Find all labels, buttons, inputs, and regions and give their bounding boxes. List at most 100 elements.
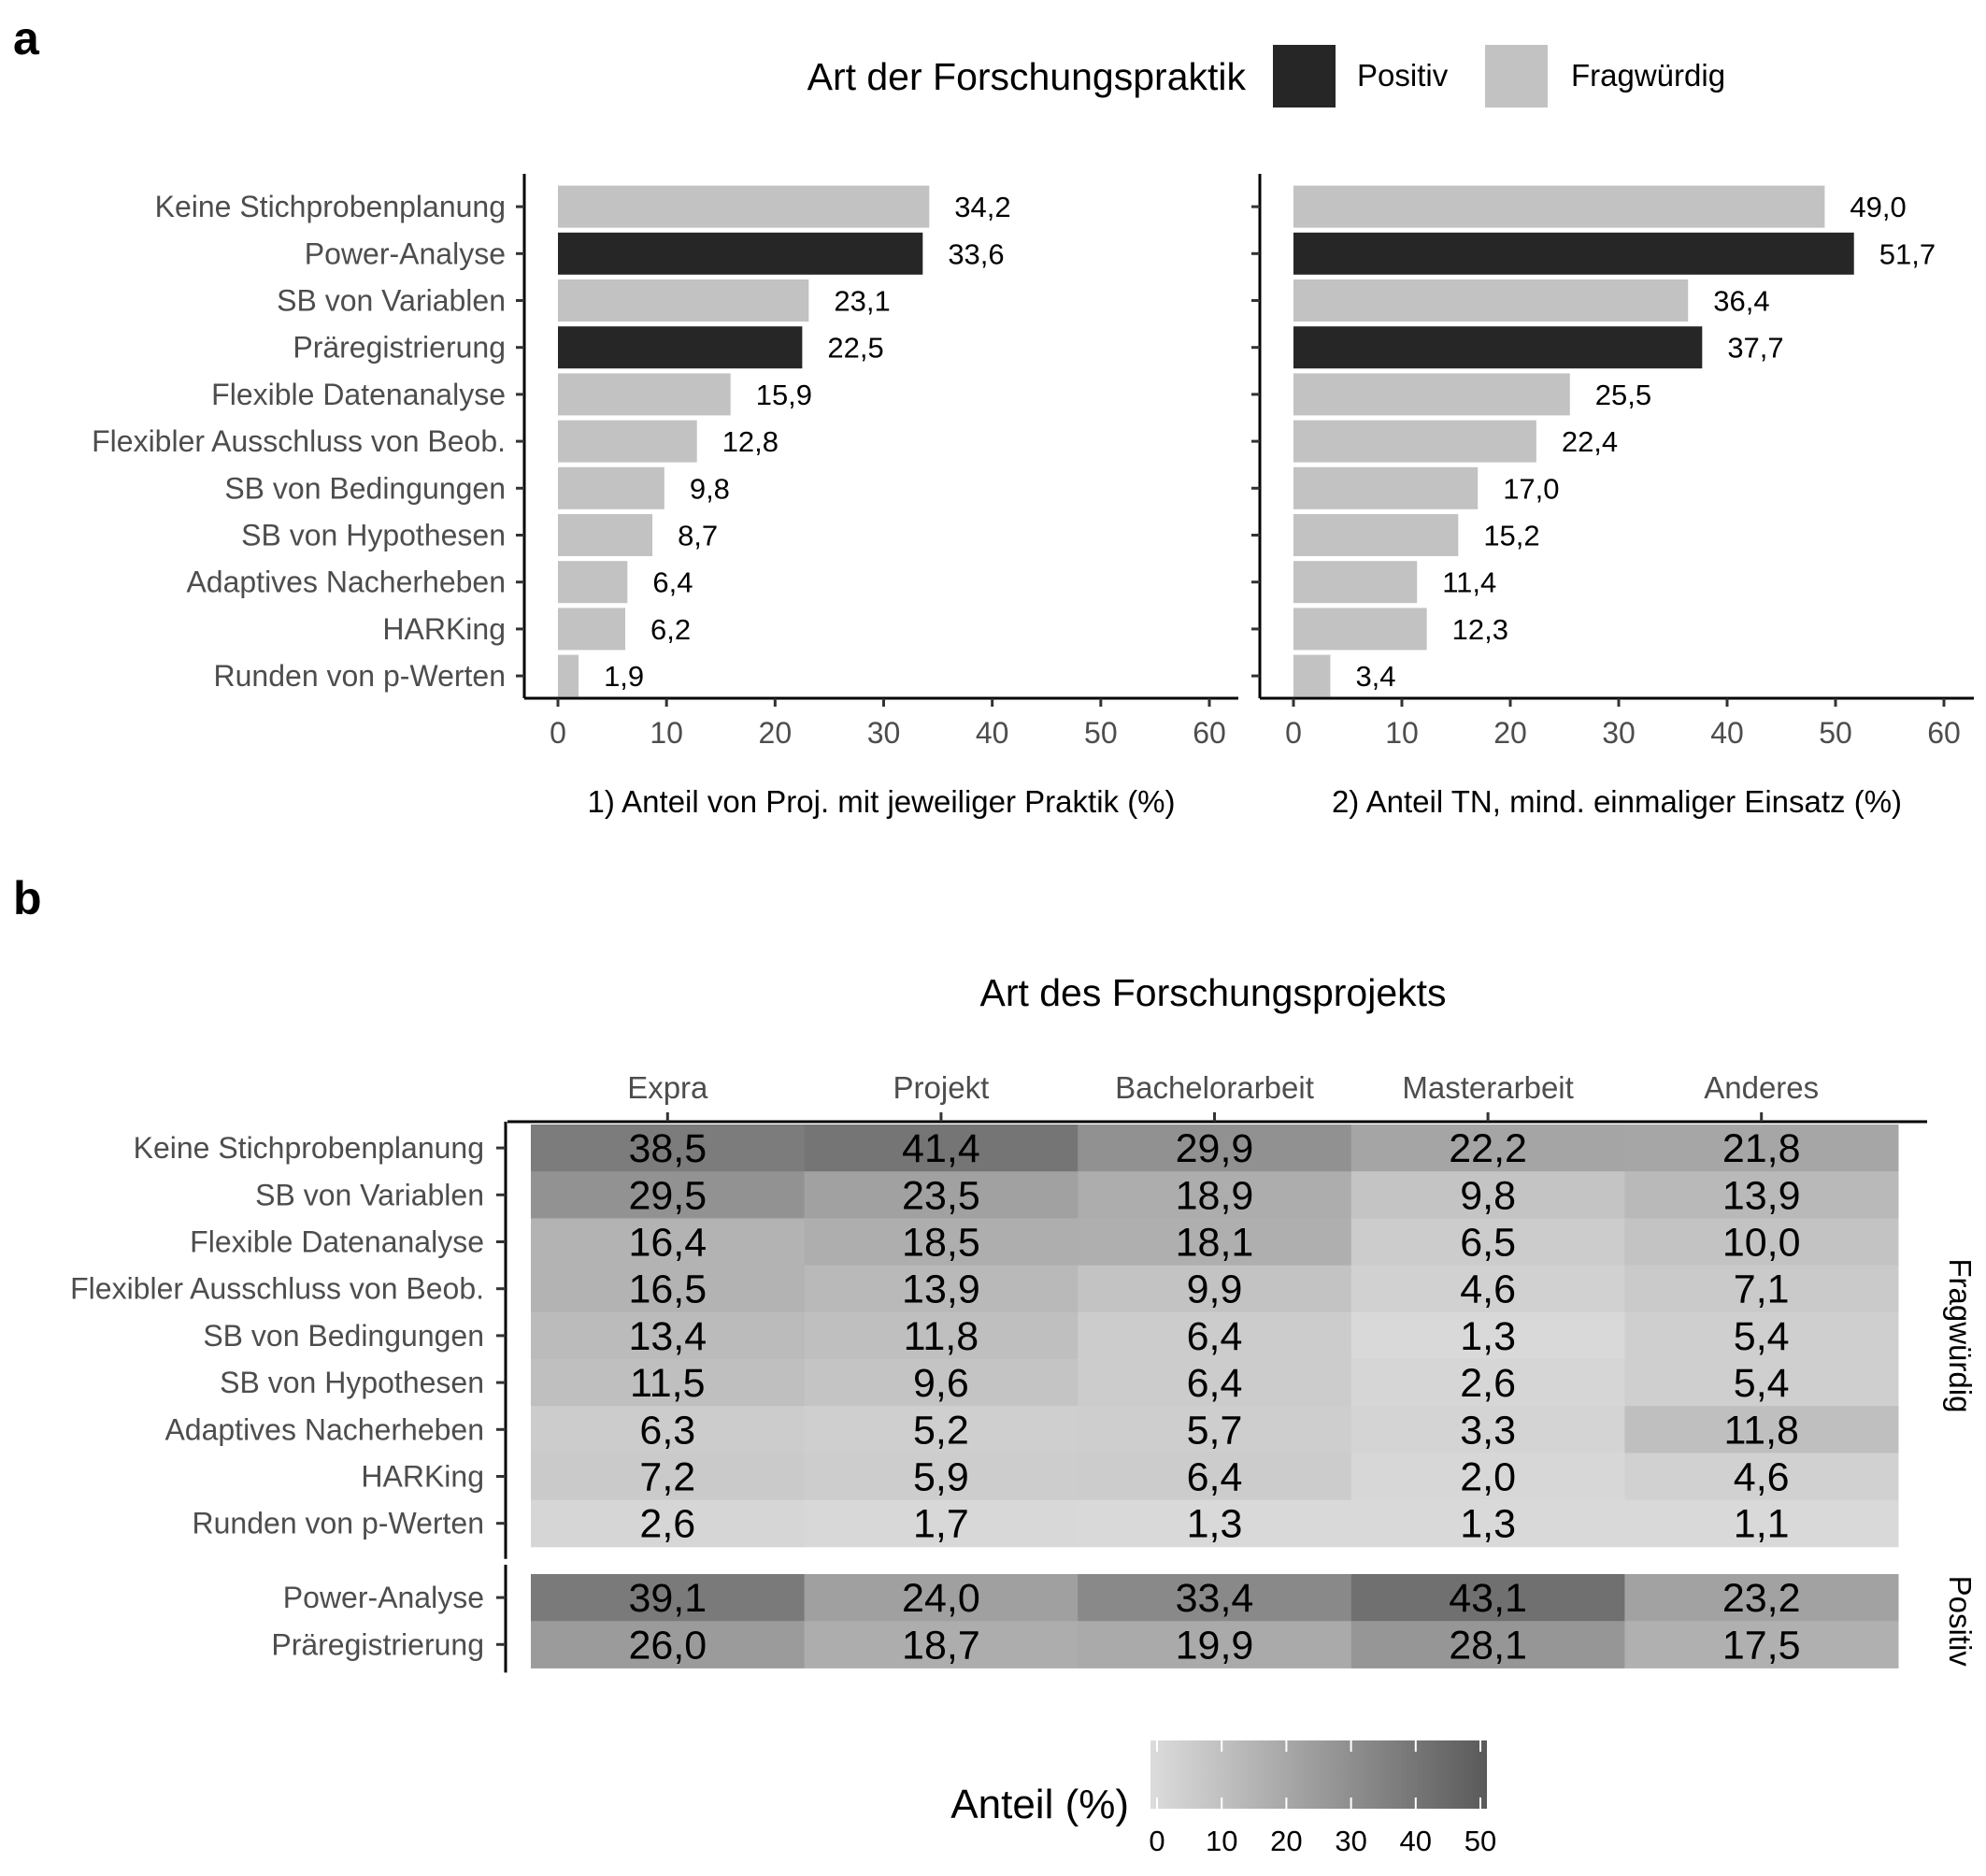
heatmap-cell-label: 13,4 xyxy=(628,1314,707,1359)
heatmap-cell xyxy=(1350,1171,1625,1219)
heatmap-cell-label: 1,3 xyxy=(1187,1502,1243,1547)
heatmap-cell xyxy=(531,1124,806,1172)
x-tick-label: 40 xyxy=(976,716,1009,750)
heatmap-cell-label: 5,4 xyxy=(1734,1314,1790,1359)
category-label: SB von Hypothesen xyxy=(241,519,506,552)
category-label: SB von Variablen xyxy=(277,284,506,318)
bar-value-label: 6,2 xyxy=(650,613,691,646)
heatmap-cell-label: 13,9 xyxy=(902,1267,980,1312)
heatmap-cell xyxy=(1350,1124,1625,1172)
heatmap-cell xyxy=(804,1218,1079,1267)
legend-label-positive: Positiv xyxy=(1357,58,1449,93)
heatmap-cell xyxy=(1350,1621,1625,1668)
category-label: Flexibler Ausschluss von Beob. xyxy=(92,424,506,458)
heatmap-cell-label: 6,4 xyxy=(1187,1314,1243,1359)
heatmap-cell xyxy=(1350,1453,1625,1501)
heatmap-cell-label: 18,1 xyxy=(1176,1221,1254,1266)
heatmap-cell xyxy=(1624,1359,1899,1407)
heatmap-cell xyxy=(531,1574,806,1622)
row-label: SB von Variablen xyxy=(255,1178,484,1211)
heatmap-cell xyxy=(1624,1453,1899,1501)
bar-value-label: 49,0 xyxy=(1850,191,1906,223)
bar xyxy=(558,373,731,416)
heatmap-cell-label: 13,9 xyxy=(1722,1173,1801,1218)
bar-chart-projects: 34,2 Keine Stichprobenplanung 33,6 Power-An… xyxy=(92,174,1238,819)
heatmap: Art des Forschungsprojekts Expra Projekt B… xyxy=(70,971,1978,1673)
heatmap-cell-label: 16,4 xyxy=(628,1221,707,1266)
heatmap-cell-label: 5,7 xyxy=(1187,1408,1243,1453)
heatmap-cell-label: 18,9 xyxy=(1176,1173,1254,1218)
bar xyxy=(558,420,697,463)
column-label: Bachelorarbeit xyxy=(1115,1070,1314,1105)
heatmap-cell-label: 2,6 xyxy=(639,1502,695,1547)
bar-value-label: 6,4 xyxy=(652,566,693,599)
heatmap-cell-label: 1,3 xyxy=(1460,1314,1516,1359)
heatmap-cell xyxy=(1078,1218,1352,1267)
heatmap-cell xyxy=(1078,1453,1352,1501)
heatmap-cell-label: 9,8 xyxy=(1460,1173,1516,1218)
bar-value-label: 36,4 xyxy=(1713,285,1769,318)
colorbar-tick-label: 20 xyxy=(1270,1825,1302,1857)
colorbar-tick-label: 50 xyxy=(1464,1825,1496,1857)
bar xyxy=(558,185,930,228)
x-tick-label: 40 xyxy=(1710,716,1744,750)
x-tick-label: 60 xyxy=(1927,716,1961,750)
heatmap-cell-label: 24,0 xyxy=(902,1576,980,1621)
heatmap-cell-label: 26,0 xyxy=(628,1623,707,1668)
colorbar: Anteil (%) 0 10 20 30 40 50 xyxy=(950,1740,1496,1857)
bar xyxy=(1293,561,1418,604)
heatmap-cell-label: 4,6 xyxy=(1734,1455,1790,1500)
heatmap-cell xyxy=(804,1621,1079,1668)
x-axis-title: 2) Anteil TN, mind. einmaliger Einsatz (… xyxy=(1332,784,1902,819)
column-label: Anderes xyxy=(1704,1070,1819,1105)
category-label: Präregistrierung xyxy=(293,331,506,365)
colorbar-tick-label: 0 xyxy=(1149,1825,1164,1857)
category-label: Power-Analyse xyxy=(305,236,506,270)
heatmap-cell xyxy=(804,1499,1079,1548)
bar-value-label: 8,7 xyxy=(678,520,718,552)
legend-title: Art der Forschungspraktik xyxy=(807,55,1247,98)
bar-value-label: 34,2 xyxy=(954,191,1010,223)
heatmap-cell-label: 9,9 xyxy=(1187,1267,1243,1312)
x-tick-label: 30 xyxy=(867,716,901,750)
heatmap-cell xyxy=(531,1406,806,1454)
heatmap-cell-label: 43,1 xyxy=(1449,1576,1527,1621)
legend-swatch-questionable xyxy=(1485,45,1548,107)
heatmap-cell-label: 29,9 xyxy=(1176,1126,1254,1171)
heatmap-body: Expra Projekt Bachelorarbeit Masterarbeit An… xyxy=(70,1070,1978,1673)
bar-value-label: 37,7 xyxy=(1727,332,1783,365)
heatmap-cell-label: 33,4 xyxy=(1176,1576,1254,1621)
heatmap-cell-label: 3,3 xyxy=(1460,1408,1516,1453)
heatmap-cell-label: 5,9 xyxy=(913,1455,969,1500)
heatmap-cell xyxy=(1350,1499,1625,1548)
heatmap-cell-label: 41,4 xyxy=(902,1126,980,1171)
heatmap-cell-label: 4,6 xyxy=(1460,1267,1516,1312)
bar xyxy=(1293,373,1570,416)
heatmap-cell xyxy=(1350,1265,1625,1313)
heatmap-cell xyxy=(1078,1406,1352,1454)
panel-label-a: a xyxy=(13,12,40,64)
heatmap-cell-label: 1,1 xyxy=(1734,1502,1790,1547)
heatmap-cell xyxy=(1078,1265,1352,1313)
heatmap-cell xyxy=(1624,1265,1899,1313)
heatmap-cell-label: 39,1 xyxy=(628,1576,707,1621)
row-label: Adaptives Nacherheben xyxy=(164,1412,484,1446)
heatmap-cell xyxy=(531,1453,806,1501)
bar xyxy=(558,326,803,369)
bar-value-label: 11,4 xyxy=(1442,566,1496,599)
x-tick-label: 10 xyxy=(650,716,683,750)
bar-value-label: 12,3 xyxy=(1452,613,1508,646)
heatmap-cell xyxy=(804,1359,1079,1407)
heatmap-cell-label: 23,2 xyxy=(1722,1576,1801,1621)
x-tick-label: 20 xyxy=(1493,716,1527,750)
heatmap-cell-label: 5,4 xyxy=(1734,1361,1790,1406)
heatmap-cell-label: 10,0 xyxy=(1722,1221,1801,1266)
heatmap-cell-label: 29,5 xyxy=(628,1173,707,1218)
facet-label: Positiv xyxy=(1943,1576,1978,1668)
bar xyxy=(558,232,923,275)
bar-value-label: 17,0 xyxy=(1503,472,1559,505)
bar xyxy=(558,561,628,604)
bar xyxy=(1293,279,1689,322)
colorbar-ticks: 0 10 20 30 40 50 xyxy=(1149,1740,1496,1857)
heatmap-cell-label: 1,3 xyxy=(1460,1502,1516,1547)
